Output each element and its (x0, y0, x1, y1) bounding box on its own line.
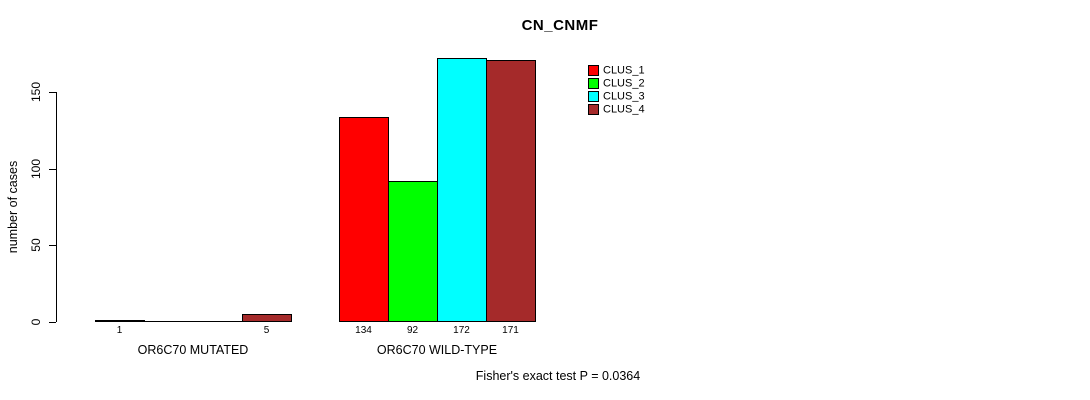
bar-value-label: 92 (406, 325, 419, 336)
bar-clus_1-group2 (339, 117, 389, 322)
y-axis-tick-label: 150 (29, 81, 43, 103)
y-axis-tick (49, 92, 56, 93)
y-axis-tick-label: 50 (29, 238, 43, 253)
chart-title: CN_CNMF (521, 17, 599, 34)
bar-value-label: 172 (453, 325, 470, 336)
bar-clus_4-group2 (486, 60, 536, 322)
bar-clus_1-group1 (95, 320, 145, 322)
bar-clus_3-group2 (437, 58, 487, 322)
y-axis-tick-label: 100 (29, 158, 43, 179)
bar-clus_3-group1-zero (193, 321, 243, 322)
y-axis-tick (49, 245, 56, 247)
fisher-test-footnote: Fisher's exact test P = 0.0364 (475, 369, 641, 383)
legend-item-clus_3: CLUS_3 (588, 90, 645, 103)
legend-swatch-clus_2 (588, 78, 599, 90)
y-axis-line (56, 92, 57, 322)
bar-value-label: 171 (502, 325, 519, 336)
bar-value-label: 5 (263, 325, 270, 336)
bar-clus_2-group1-zero (144, 321, 194, 322)
y-axis-label: number of cases (6, 160, 20, 254)
legend-swatch-clus_3 (588, 91, 599, 103)
bar-clus_2-group2 (388, 181, 438, 322)
legend: CLUS_1 CLUS_2 CLUS_3 CLUS_4 (588, 64, 645, 116)
y-axis-tick-label: 0 (29, 318, 43, 326)
legend-label: CLUS_2 (603, 77, 645, 90)
group-label-1: OR6C70 MUTATED (137, 343, 249, 357)
bar-clus_4-group1 (242, 314, 292, 322)
legend-label: CLUS_1 (603, 64, 645, 77)
legend-swatch-clus_1 (588, 65, 599, 77)
bar-value-label: 1 (116, 325, 123, 336)
legend-swatch-clus_4 (588, 104, 599, 116)
legend-label: CLUS_4 (603, 103, 645, 116)
y-axis-tick (49, 168, 56, 170)
group-label-2: OR6C70 WILD-TYPE (376, 343, 498, 357)
y-axis-tick (49, 322, 56, 323)
legend-item-clus_1: CLUS_1 (588, 64, 645, 77)
bar-value-label: 134 (355, 325, 372, 336)
legend-item-clus_2: CLUS_2 (588, 77, 645, 90)
legend-label: CLUS_3 (603, 90, 645, 103)
legend-item-clus_4: CLUS_4 (588, 103, 645, 116)
